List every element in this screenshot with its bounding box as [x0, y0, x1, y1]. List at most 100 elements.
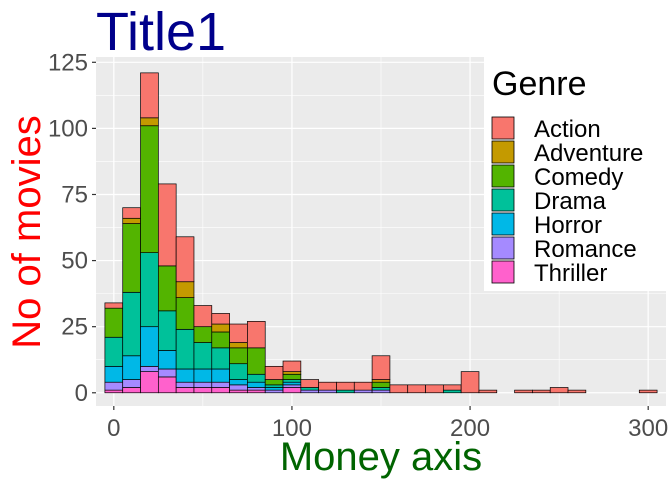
bar-segment-romance	[264, 389, 284, 394]
bar-segment-action	[549, 387, 569, 394]
bar-segment-action	[318, 381, 337, 391]
x-tick-label: 100	[272, 415, 312, 442]
bar-segment-drama	[104, 336, 124, 367]
bar-segment-action	[193, 305, 213, 328]
bar-segment-drama	[122, 291, 141, 357]
bar-segment-horror	[264, 387, 284, 391]
bar-segment-action	[371, 355, 391, 380]
bar-segment-romance	[247, 387, 266, 391]
bar-segment-drama	[211, 347, 230, 370]
bar-segment-drama	[247, 373, 266, 383]
legend-title: Genre	[492, 65, 587, 103]
y-tick-label: 25	[61, 314, 88, 341]
legend-label-action: Action	[534, 116, 601, 143]
bar-segment-action	[122, 207, 141, 219]
bar-segment-comedy	[247, 347, 266, 375]
bar-segment-action	[229, 323, 248, 343]
bar-segment-action	[407, 384, 426, 394]
bar-segment-romance	[104, 381, 124, 391]
legend-key-comedy	[491, 164, 515, 188]
bar-segment-romance	[353, 389, 373, 394]
x-tick-label: 0	[107, 415, 120, 442]
bar-segment-drama	[229, 363, 248, 380]
bar-segment-adventure	[371, 379, 391, 383]
y-axis-ticks: 0 25 50 75 100 125	[48, 49, 96, 407]
bar-segment-comedy	[193, 326, 213, 343]
y-tick-label: 50	[61, 248, 88, 275]
bar-segment-horror	[175, 368, 195, 383]
bar-segment-action	[282, 360, 302, 372]
bar-segment-thriller	[122, 387, 141, 394]
bar-segment-comedy	[282, 373, 302, 380]
legend-label-adventure: Adventure	[534, 140, 643, 167]
bar-segment-action	[353, 381, 373, 391]
bar-segment-comedy	[140, 125, 159, 254]
chart-title: Title1	[96, 2, 226, 62]
bar-segment-action	[175, 236, 195, 283]
bar-segment-horror	[193, 368, 213, 383]
bar-segment-thriller	[175, 387, 195, 394]
bar-segment-adventure	[122, 217, 141, 224]
y-tick-label: 100	[48, 115, 88, 142]
bar-segment-romance	[140, 365, 159, 372]
bar-segment-drama	[157, 310, 177, 351]
legend-key-drama	[491, 188, 515, 212]
x-tick-label: 200	[450, 415, 490, 442]
bar-segment-thriller	[193, 387, 213, 394]
legend-key-romance	[491, 236, 515, 260]
legend-label-comedy: Comedy	[534, 164, 623, 191]
bar-segment-romance	[122, 379, 141, 388]
legend-label-drama: Drama	[534, 188, 607, 215]
bar-segment-drama	[336, 389, 355, 394]
bar-segment-drama	[442, 389, 462, 394]
bar-segment-horror	[140, 326, 159, 367]
bar-segment-action	[211, 313, 230, 325]
bar-segment-horror	[247, 381, 266, 388]
bar-segment-action	[389, 384, 409, 394]
bar-segment-action	[532, 389, 551, 394]
bar-segment-thriller	[140, 371, 159, 394]
bar-segment-action	[460, 371, 480, 394]
bar-segment-drama	[371, 387, 391, 391]
bar-segment-adventure	[175, 281, 195, 298]
bar-segment-thriller	[247, 389, 266, 394]
bar-segment-romance	[175, 381, 195, 388]
bar-segment-horror	[211, 368, 230, 383]
bar-segment-action	[567, 389, 587, 394]
bar-segment-drama	[193, 342, 213, 370]
bar-segment-adventure	[140, 117, 159, 127]
x-tick-label: 300	[628, 415, 668, 442]
bar-segment-thriller	[104, 389, 124, 394]
x-axis-ticks: 0 100 200 300	[107, 406, 668, 442]
bar-segment-romance	[157, 368, 177, 378]
bar-segment-comedy	[371, 381, 391, 388]
legend-key-adventure	[491, 140, 515, 164]
bar-segment-adventure	[282, 371, 302, 375]
bar-segment-drama	[175, 328, 195, 370]
bar-segment-action	[104, 302, 124, 309]
bar-segment-romance	[371, 389, 391, 394]
legend-items: ActionAdventureComedyDramaHorrorRomanceT…	[491, 116, 643, 287]
bar-segment-horror	[122, 355, 141, 380]
bar-segment-action	[442, 384, 462, 391]
bar-segment-comedy	[104, 307, 124, 338]
legend-label-thriller: Thriller	[534, 260, 607, 287]
bar-segment-action	[425, 384, 444, 394]
bar-segment-action	[247, 321, 266, 349]
y-tick-label: 125	[48, 49, 88, 76]
legend-key-action	[491, 116, 515, 140]
bar-segment-drama	[282, 379, 302, 383]
bar-segment-thriller	[211, 387, 230, 394]
x-axis-title: Money axis	[280, 435, 482, 479]
bar-segment-horror	[282, 381, 302, 386]
bar-segment-romance	[193, 381, 213, 388]
bar-segment-comedy	[157, 265, 177, 312]
legend-key-horror	[491, 212, 515, 236]
bar-segment-comedy	[211, 331, 230, 349]
legend-label-romance: Romance	[534, 236, 637, 263]
bar-segment-drama	[264, 384, 284, 388]
bar-segment-drama	[300, 387, 320, 391]
bar-segment-action	[336, 381, 355, 391]
bar-segment-thriller	[157, 376, 177, 394]
